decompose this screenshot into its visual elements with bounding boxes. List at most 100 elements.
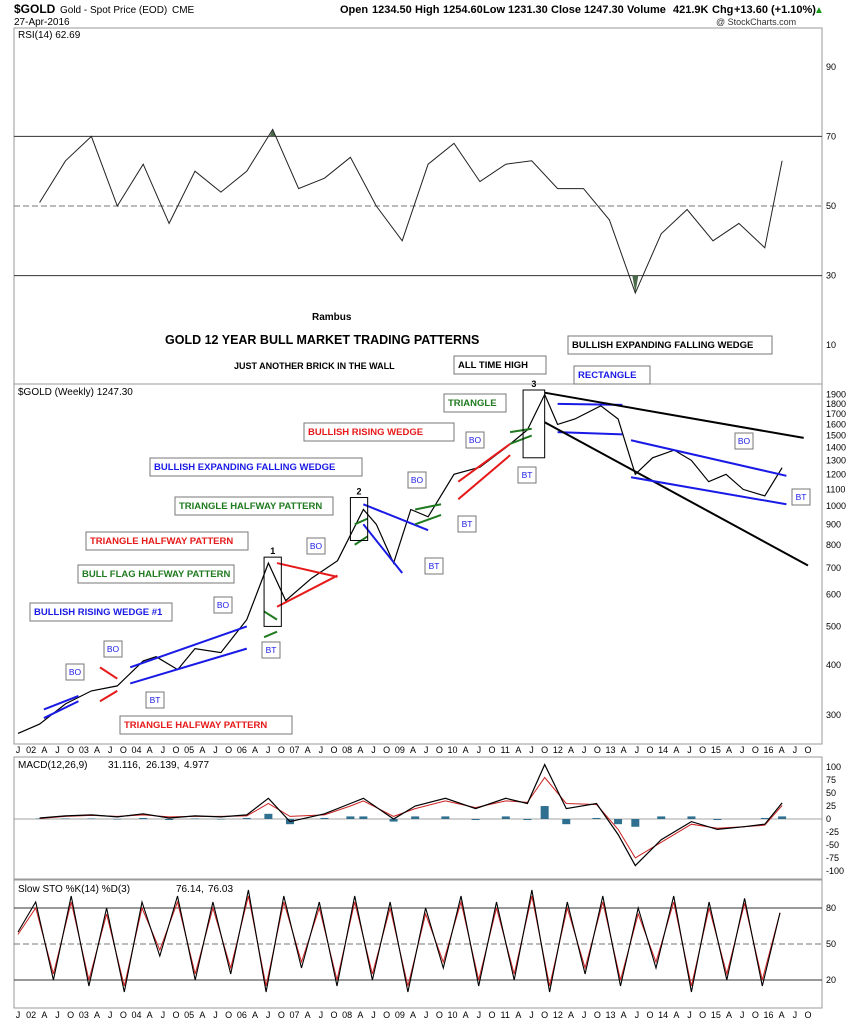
signal-marker: BT [522, 470, 533, 480]
signal-marker-box [734, 432, 754, 450]
macd-tick-label: 25 [826, 801, 836, 811]
sto-x-tick-label: J [266, 1010, 271, 1020]
pattern-label: BULLISH RISING WEDGE [308, 427, 423, 438]
sto-x-tick-label: A [779, 1010, 785, 1020]
macd-histogram-bar [540, 806, 549, 819]
pattern-label-box [119, 715, 293, 735]
signal-marker: BO [310, 541, 323, 551]
macd-histogram-bar [61, 818, 70, 819]
price-tick-label: 1800 [826, 399, 846, 409]
sto-x-tick-label: A [673, 1010, 679, 1020]
high-value: 1254.60 [443, 4, 483, 16]
price-tick-label: 1500 [826, 431, 846, 441]
pattern-label: RECTANGLE [578, 370, 636, 381]
price-x-tick-label: J [635, 745, 640, 755]
pattern-label: ALL TIME HIGH [458, 360, 528, 371]
sto-tick-label: 80 [826, 903, 836, 913]
price-x-tick-label: J [477, 745, 482, 755]
sto-x-tick-label: O [330, 1010, 337, 1020]
macd-tick-label: 75 [826, 775, 836, 785]
price-x-tick-label: 07 [289, 745, 299, 755]
sto-x-tick-label: J [635, 1010, 640, 1020]
price-x-tick-label: 11 [500, 745, 509, 755]
price-panel: $GOLD (Weekly) 1247.30 19001800170016001… [13, 383, 846, 755]
pattern-trendline [43, 695, 79, 711]
price-x-tick-label: J [371, 745, 376, 755]
sto-x-tick-label: 05 [184, 1010, 194, 1020]
sto-x-tick-label: A [147, 1010, 153, 1020]
sto-x-tick-label: 13 [605, 1010, 615, 1020]
price-x-tick-label: J [582, 745, 587, 755]
rsi-tick-label: 50 [826, 201, 836, 211]
price-tick-label: 1300 [826, 455, 846, 465]
macd-histogram-bar [346, 816, 355, 819]
pattern-trendline [276, 562, 338, 578]
macd-histogram-bar [389, 819, 398, 822]
signal-marker-box [791, 488, 811, 506]
price-panel-frame [13, 383, 823, 745]
macd-histogram-bar [216, 819, 225, 820]
price-tick-label: 500 [826, 621, 841, 631]
rsi-line [39, 128, 783, 295]
pattern-trendline [557, 431, 623, 436]
pattern-label-box [443, 393, 507, 413]
price-x-tick-label: A [673, 745, 679, 755]
price-x-tick-label: J [266, 745, 271, 755]
price-tick-label: 400 [826, 660, 841, 670]
price-x-tick-label: J [16, 745, 21, 755]
symbol: $GOLD [14, 2, 56, 16]
price-x-tick-label: A [568, 745, 574, 755]
pattern-annotations: Rambus GOLD 12 YEAR BULL MARKET TRADING … [29, 312, 811, 735]
price-x-tick-label: O [383, 745, 390, 755]
price-x-tick-label: A [621, 745, 627, 755]
rsi-panel: RSI(14) 62.69 90 70 50 30 10 [13, 27, 836, 385]
price-tick-label: 700 [826, 563, 841, 573]
pivot-number: 1 [270, 546, 275, 556]
sto-x-tick-label: A [621, 1010, 627, 1020]
signal-marker-box [306, 537, 326, 555]
sto-tick-label: 20 [826, 975, 836, 985]
signal-marker: BT [429, 561, 440, 571]
pattern-trendline [263, 630, 278, 639]
sto-x-tick-label: A [252, 1010, 258, 1020]
sto-x-tick-label: O [172, 1010, 179, 1020]
signal-marker: BO [469, 435, 482, 445]
pattern-trendline [544, 391, 804, 439]
sto-x-tick-label: A [726, 1010, 732, 1020]
pattern-trendline [362, 523, 403, 574]
price-tick-label: 1000 [826, 501, 846, 511]
sto-x-tick-label: J [319, 1010, 324, 1020]
signal-marker-box [457, 515, 477, 533]
sto-x-tick-label: O [752, 1010, 759, 1020]
sto-x-tick-label: 11 [500, 1010, 509, 1020]
macd-histogram-bar [562, 819, 571, 825]
price-x-tick-label: A [779, 745, 785, 755]
rsi-tick-label: 10 [826, 340, 836, 350]
chart-subtitle: JUST ANOTHER BRICK IN THE WALL [234, 361, 395, 371]
price-tick-label: 1900 [826, 390, 846, 400]
macd-histogram-bar [687, 816, 696, 819]
price-x-tick-label: J [529, 745, 534, 755]
pivot-number: 3 [531, 379, 536, 389]
price-x-tick-label: J [740, 745, 745, 755]
price-tick-label: 1600 [826, 419, 846, 429]
sto-x-tick-label: A [515, 1010, 521, 1020]
sto-x-tick-label: J [582, 1010, 587, 1020]
sto-x-tick-label: 10 [447, 1010, 457, 1020]
volume-value: 421.9K [673, 4, 709, 16]
sto-x-tick-label: O [541, 1010, 548, 1020]
signal-marker: BT [796, 492, 807, 502]
signal-marker: BO [107, 644, 120, 654]
sto-x-tick-label: 14 [658, 1010, 668, 1020]
price-x-tick-label: J [161, 745, 166, 755]
macd-histogram-bar [657, 816, 666, 819]
sto-x-tick-label: O [278, 1010, 285, 1020]
sto-x-tick-label: 07 [289, 1010, 299, 1020]
price-x-tick-label: 15 [711, 745, 721, 755]
sto-x-tick-label: O [120, 1010, 127, 1020]
sto-x-tick-label: O [488, 1010, 495, 1020]
price-x-tick-label: 10 [447, 745, 457, 755]
price-x-tick-label: 04 [131, 745, 141, 755]
macd-histogram-bar [441, 816, 450, 819]
macd-histogram-bar [242, 817, 251, 819]
